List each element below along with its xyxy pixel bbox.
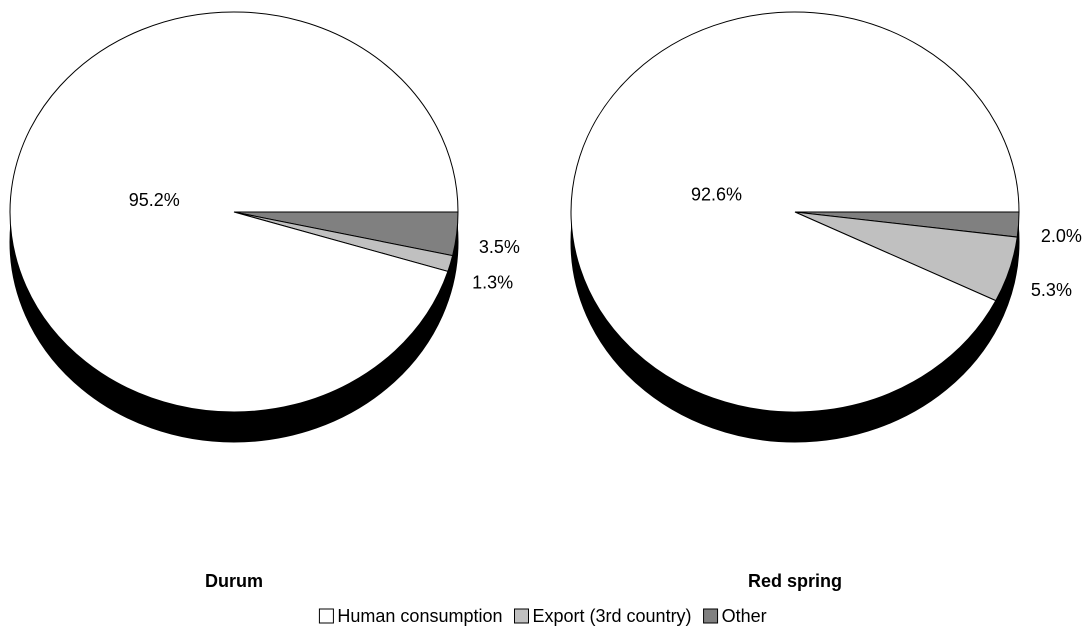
data-label: 1.3% (472, 273, 513, 293)
legend-label: Export (3rd country) (533, 606, 692, 626)
pie-slice (570, 11, 1020, 413)
data-label: 2.0% (1041, 226, 1082, 246)
legend-swatch (703, 608, 719, 624)
legend-swatch (514, 608, 529, 624)
data-label: 95.2% (129, 190, 180, 210)
legend-label: Other (722, 606, 767, 626)
legend-swatch (318, 608, 334, 624)
data-label: 92.6% (691, 184, 742, 204)
pie-slice (9, 11, 459, 413)
chart-title: Red spring (748, 571, 842, 591)
chart-title: Durum (205, 571, 263, 591)
data-label: 5.3% (1031, 280, 1072, 300)
data-label: 3.5% (479, 237, 520, 257)
legend-label: Human consumption (337, 606, 502, 626)
